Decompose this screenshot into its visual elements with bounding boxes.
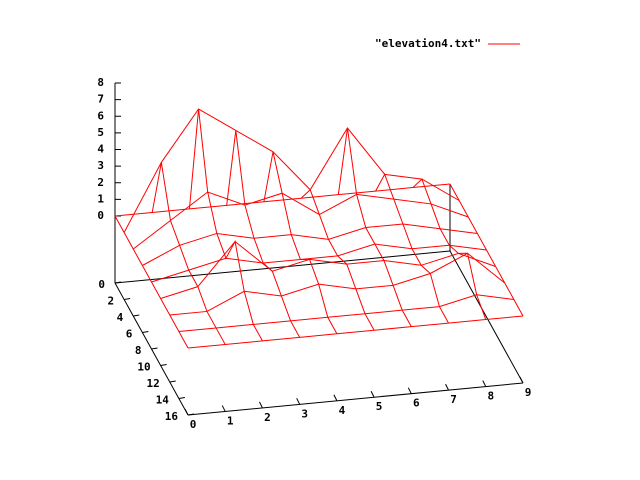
y-tick <box>151 347 158 350</box>
base-right-edge <box>449 250 524 384</box>
z-tick-label: 2 <box>97 176 104 189</box>
y-tick-label: 4 <box>117 311 124 324</box>
y-tick <box>187 413 195 416</box>
y-tick-label: 8 <box>135 344 142 357</box>
mesh-column <box>188 108 263 342</box>
z-tick-label: 0 <box>97 209 104 222</box>
y-tick <box>133 314 140 317</box>
x-tick-label: 4 <box>339 404 346 417</box>
y-tick <box>124 298 131 300</box>
y-tick-label: 6 <box>126 328 133 341</box>
legend-label: "elevation4.txt" <box>375 37 481 50</box>
x-tick-label: 1 <box>227 414 234 427</box>
y-tick <box>114 281 122 284</box>
x-tick-label: 7 <box>450 393 457 406</box>
z-tick-label: 3 <box>97 159 104 172</box>
mesh-column <box>114 215 189 349</box>
x-tick <box>333 394 338 402</box>
x-tick-label: 9 <box>525 386 532 399</box>
y-tick-label: 2 <box>108 295 115 308</box>
y-tick-label: 14 <box>156 394 170 407</box>
x-tick <box>407 387 412 394</box>
y-tick-label: 10 <box>137 361 150 374</box>
mesh-row <box>114 183 451 217</box>
mesh-row <box>132 191 469 250</box>
x-tick-label: 5 <box>376 400 383 413</box>
y-tick <box>142 331 149 333</box>
z-tick-label: 7 <box>97 93 104 106</box>
z-tick-label: 8 <box>97 76 104 89</box>
mesh-column <box>412 178 487 320</box>
mesh-row <box>151 243 487 283</box>
x-tick <box>221 405 226 412</box>
x-tick <box>519 376 524 384</box>
x-tick <box>445 383 450 391</box>
y-tick <box>178 397 185 399</box>
mesh-column <box>375 173 449 324</box>
x-tick-label: 3 <box>301 407 308 420</box>
x-tick-label: 6 <box>413 397 420 410</box>
x-tick <box>258 401 263 409</box>
mesh-column <box>263 151 338 335</box>
mesh-column <box>449 183 524 317</box>
mesh-column <box>151 162 226 345</box>
mesh-row <box>178 294 514 332</box>
y-tick-label: 16 <box>165 410 179 423</box>
x-tick-label: 0 <box>190 418 197 431</box>
y-tick <box>160 364 167 366</box>
z-tick-label: 6 <box>97 109 104 122</box>
x-tick <box>296 398 301 405</box>
base-back-edge <box>114 250 451 284</box>
mesh-row <box>160 240 496 299</box>
mesh-column <box>300 188 375 331</box>
mesh-column <box>226 130 301 338</box>
z-tick-label: 4 <box>97 143 104 156</box>
x-tick <box>184 408 189 416</box>
x-tick-label: 8 <box>487 390 494 403</box>
y-tick-label: 0 <box>98 278 105 291</box>
z-tick-label: 5 <box>97 126 104 139</box>
mesh-column <box>337 127 412 327</box>
x-tick-label: 2 <box>264 411 271 424</box>
mesh-row <box>123 108 460 233</box>
mesh-row <box>169 252 506 316</box>
x-axis <box>187 382 524 416</box>
z-tick-label: 1 <box>97 192 104 205</box>
mesh-row <box>142 223 478 266</box>
mesh-row <box>187 315 524 349</box>
x-tick <box>482 380 487 387</box>
y-tick <box>169 380 176 383</box>
y-tick-label: 12 <box>147 377 160 390</box>
x-tick <box>370 390 375 398</box>
